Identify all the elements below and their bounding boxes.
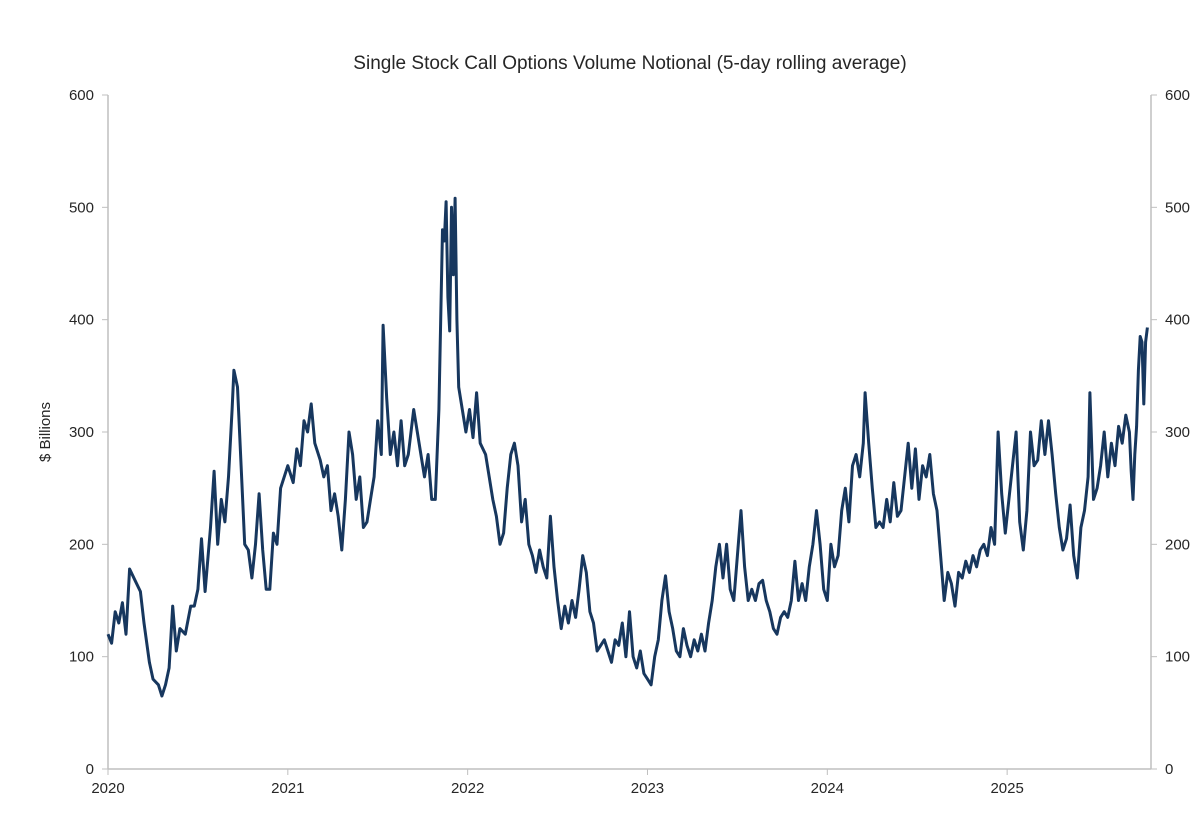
y2-tick-label: 0 <box>1165 761 1173 778</box>
x-tick-label: 2022 <box>451 780 484 797</box>
y-tick-label: 500 <box>69 199 94 216</box>
y2-tick-label: 200 <box>1165 536 1190 553</box>
axes: 0 0 100 100 200 200 300 300 400 400 500 500 600 600 20… <box>69 87 1190 797</box>
y2-tick-label: 600 <box>1165 87 1190 104</box>
series-line <box>106 196 1149 698</box>
y2-tick-label: 100 <box>1165 649 1190 666</box>
y2-tick-label: 300 <box>1165 424 1190 441</box>
y-tick-label: 100 <box>69 649 94 666</box>
x-tick-label: 2023 <box>631 780 664 797</box>
x-tick-label: 2024 <box>811 780 844 797</box>
chart-title: Single Stock Call Options Volume Notiona… <box>353 53 906 74</box>
x-tick-label: 2021 <box>271 780 304 797</box>
y-tick-label: 200 <box>69 536 94 553</box>
y-tick-label: 300 <box>69 424 94 441</box>
y2-tick-label: 400 <box>1165 312 1190 329</box>
y2-tick-label: 500 <box>1165 199 1190 216</box>
y-tick-label: 400 <box>69 312 94 329</box>
y-tick-label: 0 <box>86 761 94 778</box>
y-axis-label: $ Billions <box>37 402 54 462</box>
x-tick-label: 2020 <box>91 780 124 797</box>
y-tick-label: 600 <box>69 87 94 104</box>
x-tick-label: 2025 <box>990 780 1023 797</box>
